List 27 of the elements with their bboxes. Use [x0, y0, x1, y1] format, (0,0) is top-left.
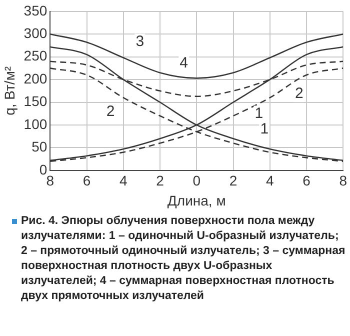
y-tick-label: 350 — [24, 2, 48, 18]
y-tick-label: 100 — [24, 116, 48, 132]
x-tick-label: 4 — [119, 172, 128, 189]
annotation: 1 — [254, 104, 264, 122]
y-tick-label: 300 — [24, 24, 48, 41]
y-tick-label: 250 — [24, 48, 48, 64]
y-tick-label: 0 — [39, 161, 48, 178]
annotation: 3 — [136, 32, 144, 50]
line-series — [50, 33, 344, 79]
y-tick-label: 200 — [24, 70, 48, 86]
text: Рис. 4. Эпюры облучения поверхности пола между излучателями: 1 – одиночный U-образный излучатель; 2 – прямоточный одиночный излучатель; 3 – суммарная поверхностная плотность двух U-образных излучателей; 4 – суммарная поверхностная плотность двух прямоточных излучателей — [21, 214, 346, 304]
y-tick-label: 50 — [32, 138, 48, 155]
annotation: 2 — [294, 85, 304, 102]
x-tick-label: 2 — [229, 172, 238, 189]
x-tick-label: 2 — [156, 172, 164, 189]
x-tick-label: 0 — [192, 172, 201, 189]
y-axis-title: q, Вт/м² — [1, 66, 18, 116]
x-tick-label: 6 — [82, 172, 91, 189]
x-tick-label: 8 — [46, 172, 54, 189]
annotation: 4 — [180, 54, 188, 72]
annotation: 1 — [260, 120, 269, 138]
y-tick-label: 150 — [24, 93, 48, 110]
x-tick-label: 8 — [339, 172, 348, 189]
x-tick-label: 6 — [302, 172, 311, 189]
annotation: 2 — [106, 102, 115, 120]
x-axis-title: Длина, м — [167, 192, 226, 208]
x-tick-label: 4 — [266, 172, 274, 189]
